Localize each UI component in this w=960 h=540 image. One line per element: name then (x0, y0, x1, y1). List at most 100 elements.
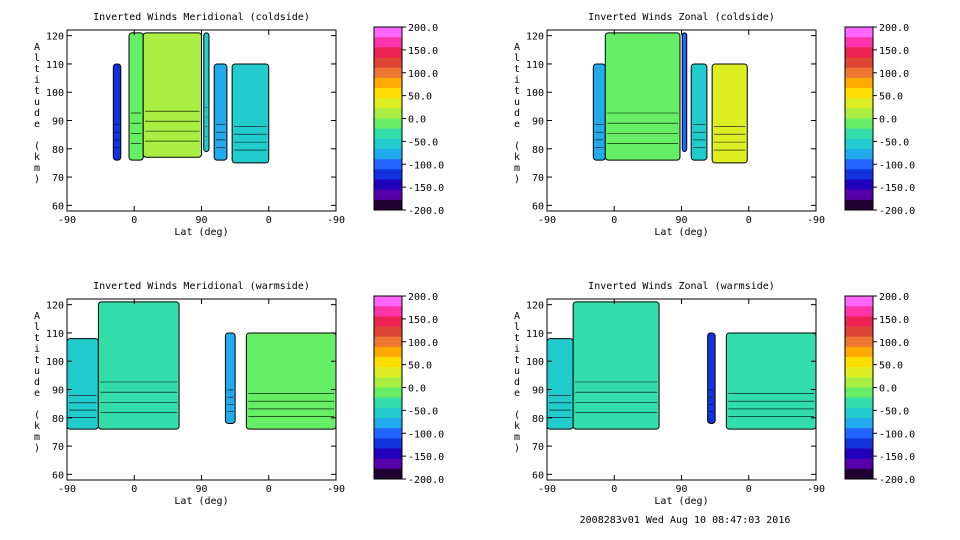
chart-panel: Inverted Winds Zonal (coldside) -90 0 90 0 -9… (514, 12, 915, 238)
x-tick-label: -90 (807, 215, 825, 226)
colorbar-swatch (845, 407, 873, 419)
colorbar-swatch (374, 397, 402, 409)
colorbar-swatch (845, 128, 873, 140)
colorbar-swatch (845, 199, 873, 211)
colorbar-label: -200.0 (408, 206, 444, 217)
colorbar-swatch (374, 407, 402, 419)
x-tick-label: -90 (807, 484, 825, 495)
colorbar-swatch (845, 428, 873, 439)
colorbar-swatch (845, 306, 873, 317)
data-segment (213, 63, 228, 161)
x-tick-label: 0 (131, 215, 137, 226)
colorbar-label: -150.0 (879, 183, 915, 194)
colorbar-swatch (845, 326, 873, 338)
chart-title: Inverted Winds Meridional (coldside) (93, 12, 310, 23)
data-segment (245, 332, 337, 430)
colorbar-label: 100.0 (879, 69, 909, 80)
colorbar-label: 200.0 (879, 23, 909, 34)
x-tick-label: 0 (746, 215, 752, 226)
x-tick-label: 0 (131, 484, 137, 495)
colorbar-swatch (374, 458, 402, 470)
y-tick-label: 120 (46, 301, 64, 312)
y-tick-label: 80 (52, 145, 64, 156)
data-segment (224, 332, 236, 424)
chart-title: Inverted Winds Meridional (warmside) (93, 281, 310, 292)
colorbar-swatch (845, 448, 873, 460)
x-tick-label: -90 (538, 215, 556, 226)
colorbar-swatch (845, 57, 873, 69)
colorbar-swatch (374, 336, 402, 348)
y-tick-label: 100 (46, 88, 64, 99)
chart-panel: Inverted Winds Meridional (warmside) -90 0… (34, 281, 444, 507)
colorbar-swatch (374, 67, 402, 79)
colorbar-label: -50.0 (408, 406, 438, 417)
colorbar-label: -200.0 (879, 206, 915, 217)
colorbar-swatch (845, 387, 873, 399)
data-segment (546, 338, 574, 430)
colorbar-swatch (374, 128, 402, 140)
colorbar-swatch (845, 438, 873, 449)
y-tick-label: 100 (526, 357, 544, 368)
y-tick-label: 90 (532, 386, 544, 397)
x-tick-label: -90 (327, 484, 345, 495)
data-segment (142, 32, 202, 158)
y-tick-label: 110 (526, 60, 544, 71)
colorbar-label: 100.0 (879, 338, 909, 349)
x-tick-label: -90 (58, 215, 76, 226)
colorbar-swatch (374, 367, 402, 378)
data-segment (711, 63, 748, 164)
chart-title: Inverted Winds Zonal (coldside) (588, 12, 775, 23)
data-segment (592, 63, 606, 161)
colorbar-swatch (845, 367, 873, 378)
colorbar-label: -150.0 (408, 452, 444, 463)
x-axis-label: Lat (deg) (654, 227, 708, 238)
colorbar-swatch (374, 149, 402, 160)
y-tick-label: 60 (532, 470, 544, 481)
colorbar-swatch (845, 169, 873, 180)
colorbar-swatch (845, 118, 873, 130)
y-tick-label: 120 (46, 32, 64, 43)
x-tick-label: -90 (538, 484, 556, 495)
data-segment (681, 32, 688, 153)
x-tick-label: 0 (746, 484, 752, 495)
colorbar-label: -50.0 (879, 406, 909, 417)
colorbar-label: -150.0 (879, 452, 915, 463)
plot-frame (546, 29, 817, 212)
colorbar-label: 50.0 (879, 361, 903, 372)
colorbar-swatch (845, 47, 873, 58)
data-segment (203, 32, 210, 153)
y-tick-label: 80 (52, 414, 64, 425)
colorbar-label: -200.0 (879, 475, 915, 486)
x-tick-label: 90 (675, 215, 687, 226)
colorbar-swatch (374, 199, 402, 211)
y-tick-label: 80 (532, 414, 544, 425)
colorbar-label: 150.0 (879, 315, 909, 326)
colorbar-swatch (845, 138, 873, 150)
colorbar-swatch (374, 47, 402, 58)
colorbar-swatch (374, 189, 402, 201)
x-tick-label: 0 (611, 484, 617, 495)
colorbar-label: 200.0 (879, 292, 909, 303)
colorbar-swatch (845, 27, 873, 38)
data-segment (231, 63, 270, 164)
footer-timestamp: 2008283v01 Wed Aug 10 08:47:03 2016 (579, 515, 791, 526)
x-tick-label: 0 (266, 484, 272, 495)
colorbar-label: 50.0 (879, 92, 903, 103)
colorbar-swatch (845, 296, 873, 307)
colorbar-label: -100.0 (408, 160, 444, 171)
chart-panel: Inverted Winds Meridional (coldside) -90 0… (34, 12, 444, 238)
y-tick-label: 70 (52, 442, 64, 453)
y-tick-label: 70 (532, 442, 544, 453)
x-tick-label: -90 (327, 215, 345, 226)
colorbar-swatch (374, 306, 402, 317)
colorbar-swatch (374, 296, 402, 307)
colorbar-swatch (374, 418, 402, 429)
x-tick-label: 0 (611, 215, 617, 226)
colorbar-swatch (374, 138, 402, 150)
colorbar-swatch (845, 179, 873, 191)
data-segment (572, 301, 660, 430)
colorbar-label: 50.0 (408, 361, 432, 372)
data-segment (725, 332, 817, 430)
